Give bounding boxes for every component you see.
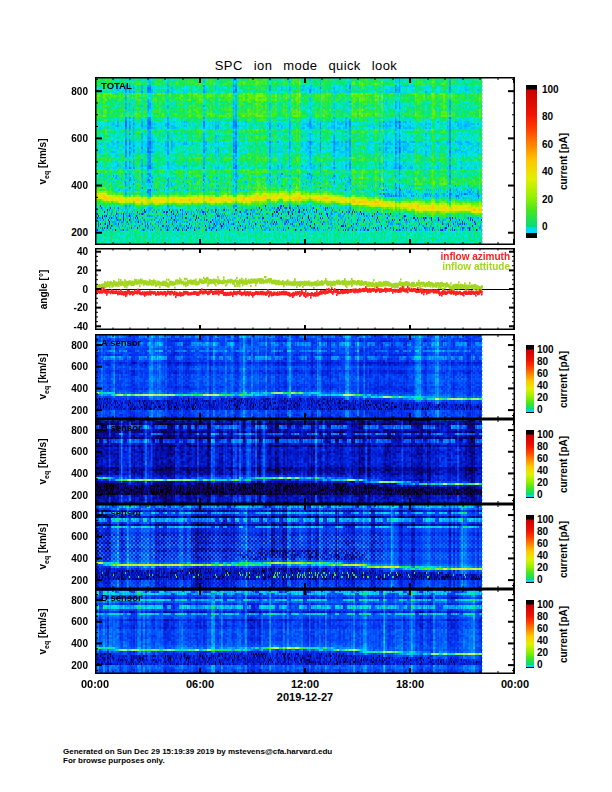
ytick-label: 400 <box>56 180 88 191</box>
panel-label-d-sensor: D sensor <box>101 593 142 603</box>
angle-axis-label: angle [°] <box>36 248 52 330</box>
ytick-label: 400 <box>56 468 88 479</box>
legend-inflow-attitude: inflow attitude <box>380 262 510 272</box>
ytick-label: 800 <box>56 340 88 351</box>
ytick-label: 200 <box>56 405 88 416</box>
angle-ytick-label: -20 <box>56 302 88 313</box>
spectrogram-a-sensor <box>95 334 515 419</box>
y-axis-label: veq [km/s] <box>36 334 52 419</box>
colorbar <box>526 600 534 668</box>
colorbar-axis-label: current [pA] <box>556 600 572 668</box>
date-label: 2019-12-27 <box>245 691 365 703</box>
panel-label-total: TOTAL <box>101 81 132 91</box>
time-tick-label: 12:00 <box>280 678 330 690</box>
time-tick-label: 00:00 <box>490 678 540 690</box>
angle-ytick-label: -40 <box>56 321 88 332</box>
spc-quicklook-figure: SPC ion mode quick look TOTAL20040060080… <box>0 0 612 792</box>
footer-browse-line: For browse purposes only. <box>63 756 165 766</box>
spectrogram-c-sensor <box>95 504 515 589</box>
spectrogram-d-sensor <box>95 589 515 674</box>
ytick-label: 200 <box>56 660 88 671</box>
colorbar-axis-label: current [pA] <box>556 430 572 498</box>
ytick-label: 600 <box>56 361 88 372</box>
y-axis-label: veq [km/s] <box>36 589 52 674</box>
colorbar <box>526 345 534 413</box>
panel-label-c-sensor: C sensor <box>101 508 142 518</box>
panel-label-a-sensor: A sensor <box>101 338 141 348</box>
colorbar-axis-label: current [pA] <box>556 345 572 413</box>
spectrogram-b-sensor <box>95 419 515 504</box>
colorbar <box>526 515 534 583</box>
colorbar-axis-label: current [pA] <box>556 85 572 238</box>
time-tick-label: 06:00 <box>175 678 225 690</box>
ytick-label: 800 <box>56 595 88 606</box>
ytick-label: 200 <box>56 227 88 238</box>
ytick-label: 400 <box>56 638 88 649</box>
ytick-label: 800 <box>56 510 88 521</box>
colorbar-axis-label: current [pA] <box>556 515 572 583</box>
ytick-label: 400 <box>56 383 88 394</box>
colorbar <box>526 430 534 498</box>
ytick-label: 400 <box>56 553 88 564</box>
colorbar <box>526 85 537 238</box>
time-tick-label: 18:00 <box>385 678 435 690</box>
panel-label-b-sensor: B sensor <box>101 423 142 433</box>
ytick-label: 600 <box>56 446 88 457</box>
y-axis-label: veq [km/s] <box>36 504 52 589</box>
ytick-label: 800 <box>56 425 88 436</box>
ytick-label: 600 <box>56 616 88 627</box>
angle-ytick-label: 0 <box>56 284 88 295</box>
y-axis-label: veq [km/s] <box>36 77 52 245</box>
ytick-label: 600 <box>56 531 88 542</box>
ytick-label: 600 <box>56 133 88 144</box>
plot-title: SPC ion mode quick look <box>0 58 612 73</box>
ytick-label: 200 <box>56 490 88 501</box>
y-axis-label: veq [km/s] <box>36 419 52 504</box>
spectrogram-total <box>95 77 515 245</box>
angle-ytick-label: 40 <box>56 246 88 257</box>
ytick-label: 200 <box>56 575 88 586</box>
time-tick-label: 00:00 <box>70 678 120 690</box>
angle-ytick-label: 20 <box>56 265 88 276</box>
ytick-label: 800 <box>56 86 88 97</box>
